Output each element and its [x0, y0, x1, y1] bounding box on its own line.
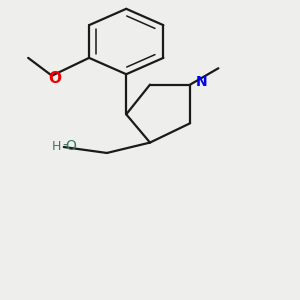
Text: O: O	[65, 139, 76, 153]
Text: N: N	[196, 75, 208, 89]
Text: O: O	[48, 71, 62, 86]
Text: -: -	[62, 139, 67, 153]
Text: H: H	[52, 140, 61, 153]
